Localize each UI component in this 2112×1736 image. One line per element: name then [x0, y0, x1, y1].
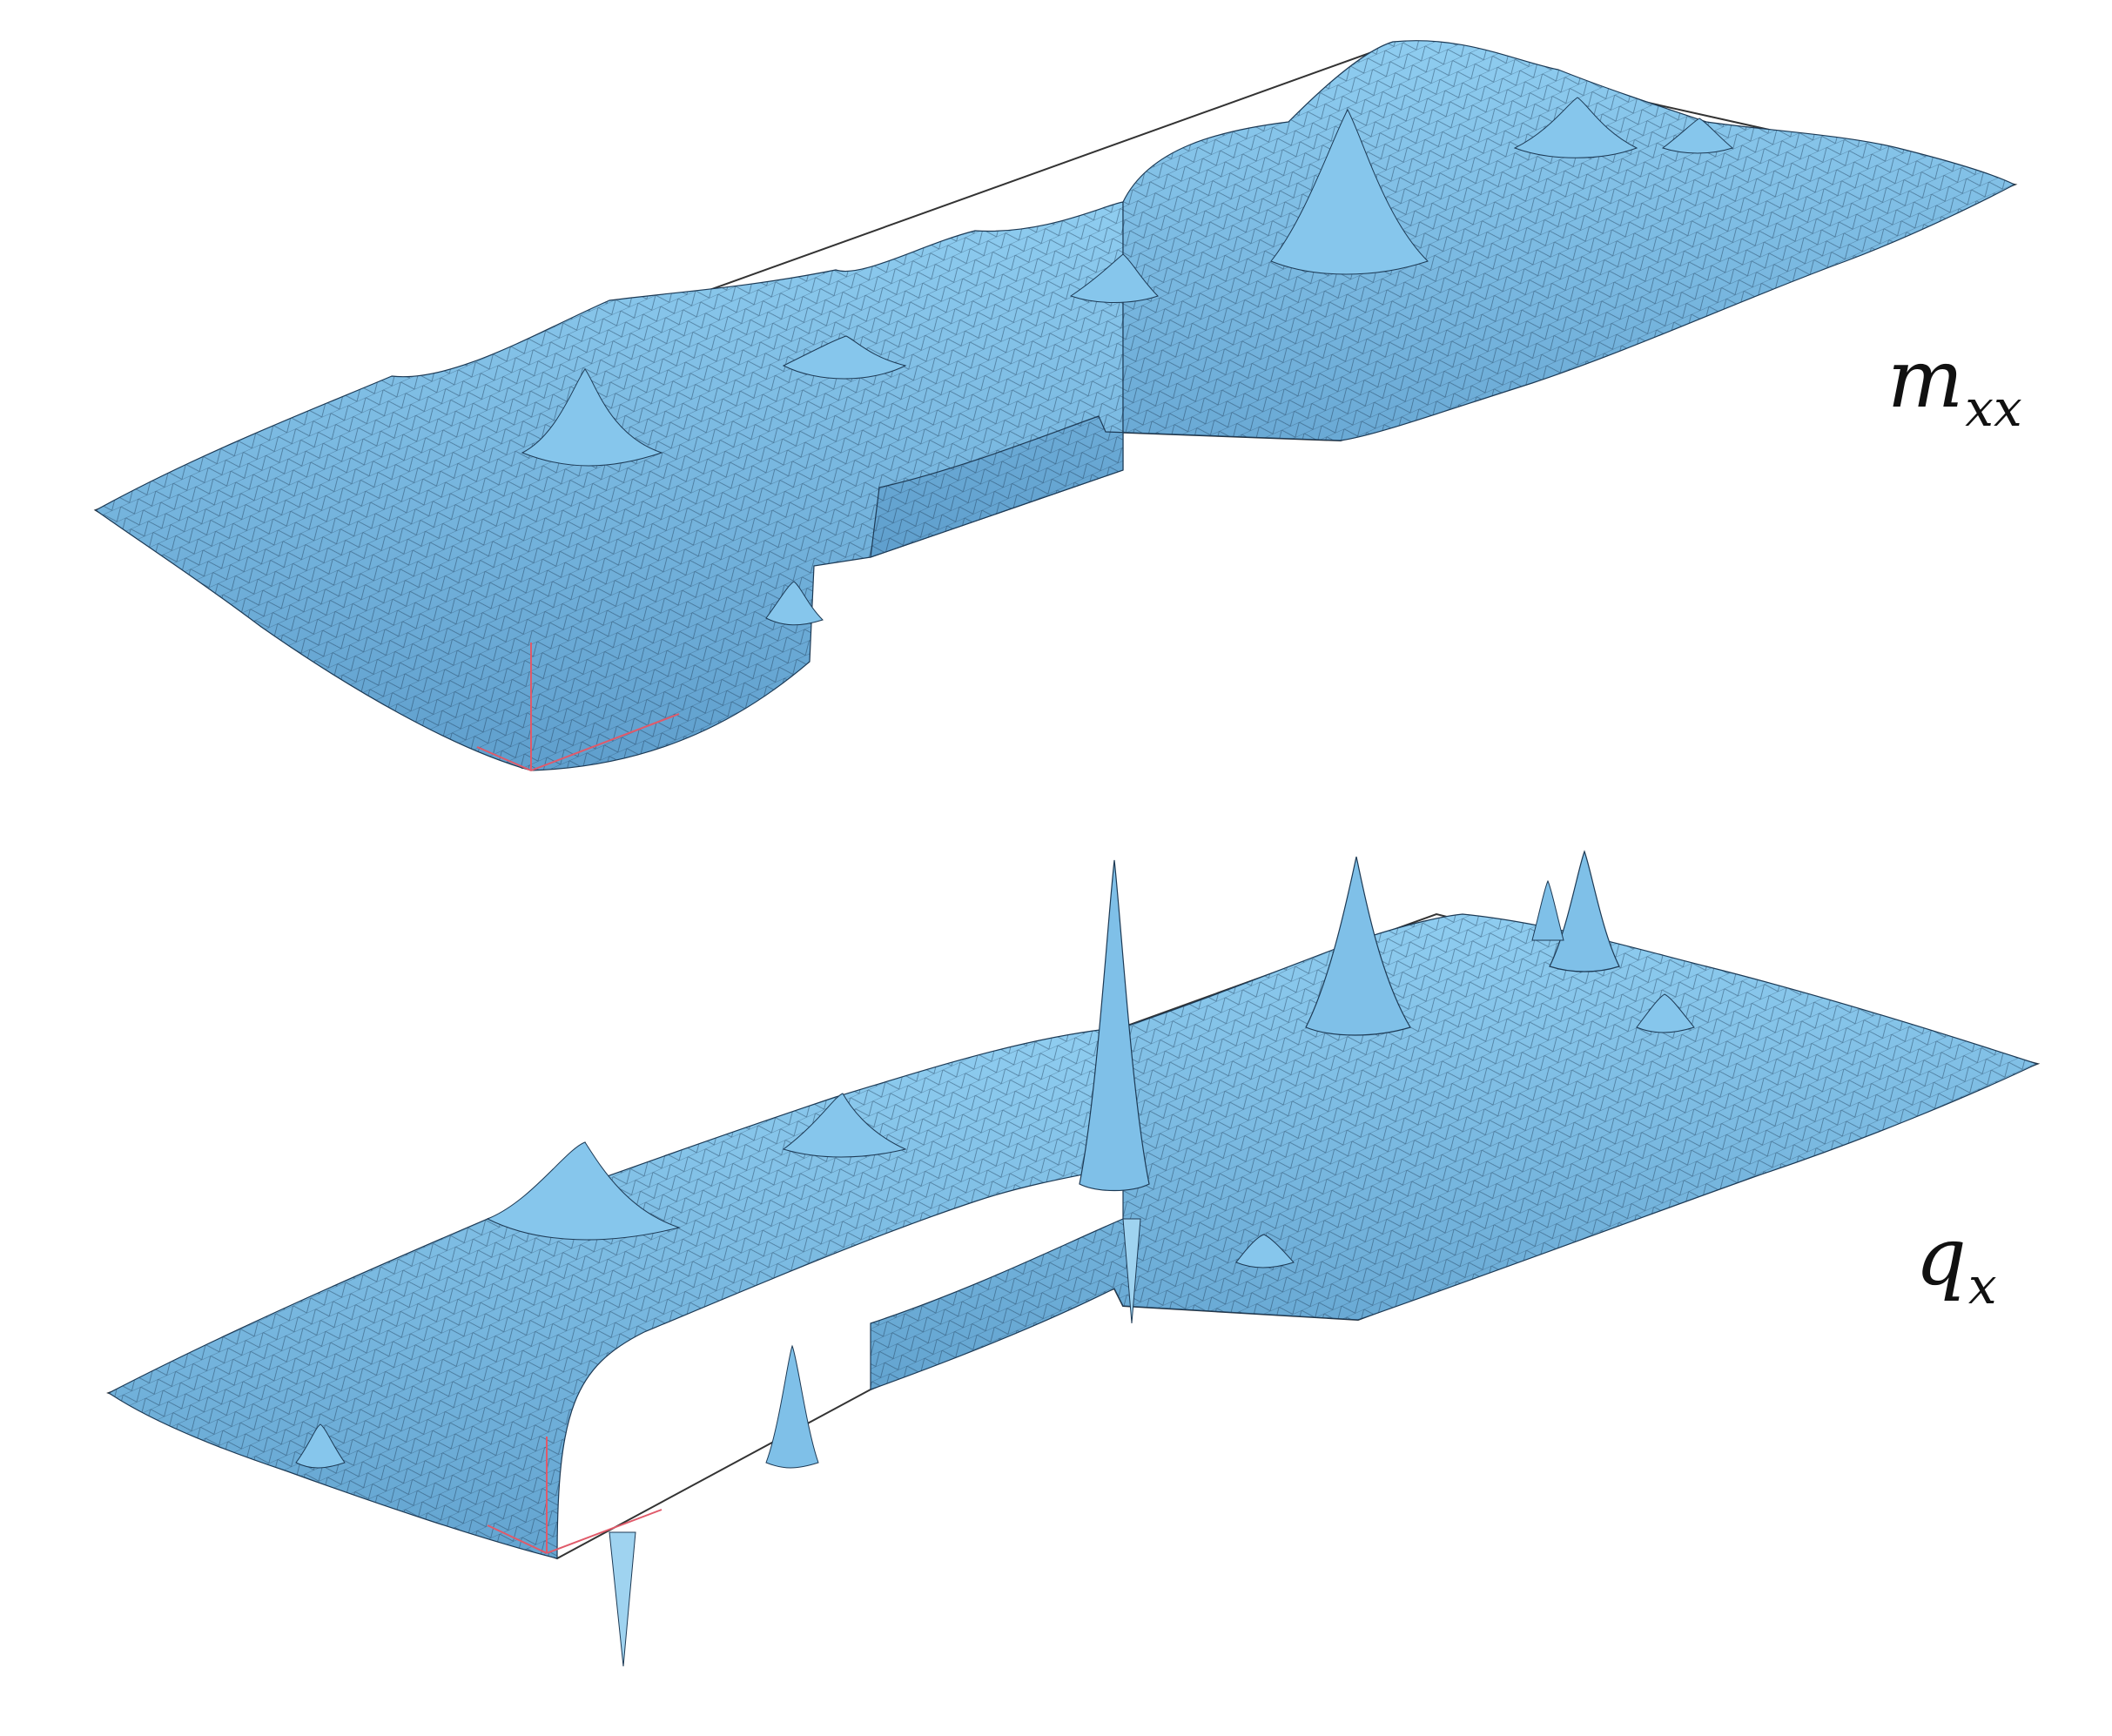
qx-spike-5 — [1549, 850, 1620, 972]
qx-spike-2 — [782, 1093, 907, 1158]
qx-spike-7 — [765, 1344, 819, 1469]
mxx-peak-3 — [765, 581, 824, 626]
qx-spike-down-1 — [609, 1531, 636, 1667]
qx-spike-1-base — [486, 1141, 681, 1241]
mxx-axis-triad — [476, 643, 680, 771]
panel-qx: qx — [0, 836, 2112, 1736]
mxx-peak-1 — [521, 368, 663, 467]
qx-spike-6 — [1531, 879, 1564, 941]
mxx-peak-4 — [1270, 108, 1429, 275]
mxx-label-sub: xx — [1965, 379, 2022, 438]
qx-spike-3 — [1079, 859, 1150, 1192]
mxx-label: mxx — [1887, 340, 2022, 434]
mxx-surface-plot — [93, 40, 2018, 771]
qx-bump-1 — [1235, 1234, 1295, 1268]
qx-label-main: q — [1915, 1210, 1967, 1303]
qx-spike-4 — [1305, 856, 1411, 1036]
mxx-peak-2 — [782, 335, 907, 380]
mxx-peak-6 — [1513, 97, 1638, 158]
qx-label-sub: x — [1967, 1256, 1997, 1315]
mxx-label-main: m — [1887, 333, 1964, 426]
panel-mxx: mxx — [0, 0, 2112, 836]
qx-label: qx — [1915, 1217, 1997, 1312]
qx-bump-2 — [1636, 993, 1695, 1033]
qx-axis-triad — [487, 1437, 663, 1554]
qx-surface-plot — [106, 850, 2041, 1667]
mxx-peak-5 — [1069, 253, 1159, 303]
qx-spike-down-2 — [1122, 1218, 1141, 1324]
mxx-peak-7 — [1661, 118, 1734, 154]
qx-spike-8 — [295, 1423, 346, 1469]
